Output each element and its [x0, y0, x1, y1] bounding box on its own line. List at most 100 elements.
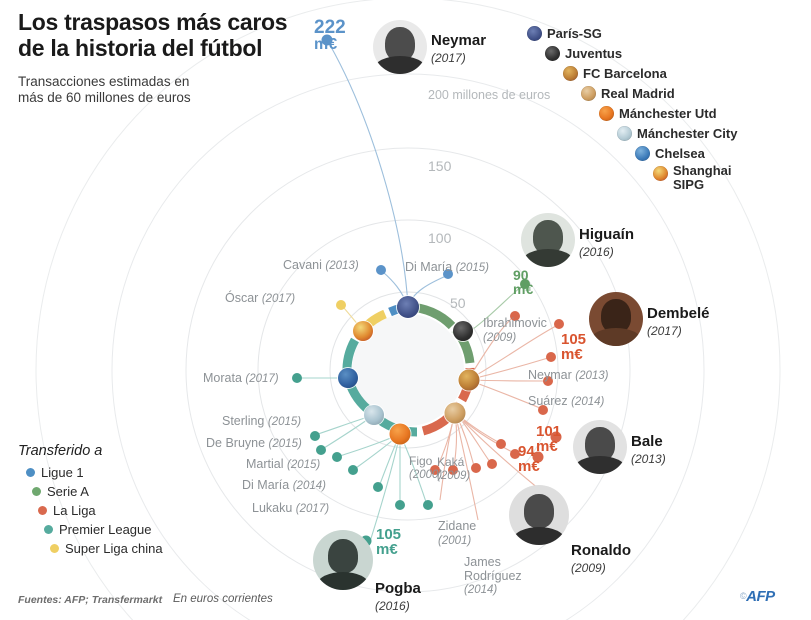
value-amount: 101	[536, 423, 562, 440]
club-legend-item[interactable]: Mánchester Utd	[599, 104, 751, 123]
value-unit: m€	[513, 281, 534, 297]
player-year: (2009)	[571, 561, 606, 575]
league-legend-label: Serie A	[47, 484, 89, 499]
transfer-year: (2014)	[464, 584, 498, 596]
league-legend-heading: Transferido a	[18, 443, 103, 459]
club-legend-label: Shanghai SIPG	[673, 163, 732, 193]
player-year: (2013)	[631, 452, 666, 466]
player-photo-higuain	[521, 213, 575, 267]
ring-crest-chelsea[interactable]	[338, 368, 358, 388]
transfer-name: Neymar	[528, 368, 572, 382]
transfer-year: (2014)	[571, 396, 605, 408]
axis-label-50: 50	[450, 295, 466, 311]
club-legend-label: Mánchester Utd	[619, 105, 717, 121]
subtitle-line-1: Transacciones estimadas en	[18, 74, 190, 89]
nodes-shanghai	[336, 300, 346, 310]
player-photo-pogba	[313, 530, 373, 590]
value-unit: m€	[518, 458, 540, 475]
transfer-label-neymar-2013: Neymar (2013)	[528, 368, 609, 382]
club-legend-label: Mánchester City	[637, 125, 738, 141]
club-legend-item[interactable]: Chelsea	[635, 144, 751, 163]
ring-crest-barcelona[interactable]	[458, 369, 480, 391]
league-legend-item-seriea[interactable]: Serie A	[32, 482, 163, 501]
transfer-year: (2017)	[245, 373, 279, 385]
transfer-name: Morata	[203, 371, 242, 385]
club-legend-label: Juventus	[565, 45, 623, 61]
transfer-name: Kaká	[437, 455, 465, 469]
chelsea-crest-icon	[635, 146, 650, 161]
transfer-name: Di María	[405, 260, 453, 274]
value-label-neymar: 222 m€	[314, 18, 346, 53]
afp-wordmark: AFP	[746, 588, 775, 605]
ring-crest-psg[interactable]	[397, 296, 419, 318]
transfer-year: (2014)	[292, 480, 326, 492]
player-photo-neymar	[373, 20, 427, 74]
title-line-1: Los traspasos más caros	[18, 9, 288, 35]
ring-crest-shanghai[interactable]	[353, 321, 373, 341]
transfer-label-morata: Morata (2017)	[203, 371, 279, 385]
transfer-label-oscar: Óscar (2017)	[225, 291, 295, 305]
league-legend-item-laliga[interactable]: La Liga	[38, 501, 163, 520]
club-legend-item[interactable]: FC Barcelona	[563, 64, 751, 83]
club-legend-item[interactable]: Juventus	[545, 44, 751, 63]
transfer-label-ibrahimovic: Ibrahimovic (2009)	[483, 316, 547, 344]
transfer-name: Ibrahimovic	[483, 316, 547, 330]
transfer-year: (2009)	[483, 331, 517, 344]
transfer-label-suarez: Suárez (2014)	[528, 394, 604, 408]
transfer-name-first: James Rodríguez	[464, 555, 522, 583]
ring-crest-realmadrid[interactable]	[444, 402, 466, 424]
transfer-year: (2015)	[455, 262, 489, 274]
league-legend-item-premier[interactable]: Premier League	[44, 520, 163, 539]
value-unit: m€	[376, 541, 398, 558]
club-legend-item[interactable]: Shanghai SIPG	[653, 163, 751, 196]
value-label-higuain: 90 m€	[513, 268, 533, 296]
juventus-crest-icon	[545, 46, 560, 61]
value-label-bale: 101 m€	[536, 424, 561, 454]
ring-crest-manutd[interactable]	[389, 423, 411, 445]
transfer-year: (2000)	[409, 468, 443, 481]
psg-crest-icon	[527, 26, 542, 41]
axis-label-150: 150	[428, 158, 452, 174]
title-line-2: de la historia del fútbol	[18, 34, 263, 61]
value-unit: m€	[314, 36, 338, 53]
transfer-year: (2001)	[438, 534, 472, 547]
barcelona-crest-icon	[563, 66, 578, 81]
transfer-label-figo: Figo (2000)	[409, 455, 442, 481]
club-legend-item[interactable]: París-SG	[527, 24, 751, 43]
transfer-name: Óscar	[225, 291, 259, 305]
player-photo-ronaldo	[509, 485, 569, 545]
transfer-label-martial: Martial (2015)	[246, 457, 320, 471]
value-amount: 90	[513, 267, 529, 283]
transfer-label-zidane: Zidane (2001)	[438, 519, 476, 547]
transfer-name: Suárez	[528, 394, 568, 408]
copyright-icon: ©	[740, 591, 747, 601]
value-amount: 94	[518, 443, 535, 460]
player-name: Pogba	[375, 580, 421, 597]
ring-crest-mancity[interactable]	[364, 405, 384, 425]
club-legend-item[interactable]: Mánchester City	[617, 124, 751, 143]
transfer-name: Martial	[246, 457, 284, 471]
nodes-psg	[321, 34, 453, 279]
transfer-label-dimaria-2014: Di María (2014)	[242, 478, 326, 492]
value-label-dembele: 105 m€	[561, 332, 586, 362]
league-legend-item-ligue1[interactable]: Ligue 1	[26, 463, 163, 482]
league-color-dot	[38, 506, 47, 515]
ring-crest-juventus[interactable]	[453, 321, 473, 341]
value-amount: 105	[561, 331, 587, 348]
nodes-mancity	[310, 431, 326, 455]
player-photo-bale	[573, 420, 627, 474]
transfer-name: Lukaku	[252, 501, 293, 515]
realmadrid-crest-icon	[581, 86, 596, 101]
currency-note: En euros corrientes	[173, 593, 273, 605]
club-legend-label: FC Barcelona	[583, 65, 667, 81]
league-legend-label: Super Liga china	[65, 541, 163, 556]
axis-label-200: 200 millones de euros	[428, 88, 551, 102]
transfer-label-sterling: Sterling (2015)	[222, 414, 301, 428]
page-title: Los traspasos más caros de la historia d…	[18, 9, 318, 62]
league-color-dot	[50, 544, 59, 553]
player-name: Ronaldo	[571, 542, 631, 559]
league-legend-item-china[interactable]: Super Liga china	[50, 539, 163, 558]
transfer-year: (2013)	[575, 370, 609, 382]
transfer-year: (2017)	[261, 293, 296, 305]
club-legend-item[interactable]: Real Madrid	[581, 84, 751, 103]
